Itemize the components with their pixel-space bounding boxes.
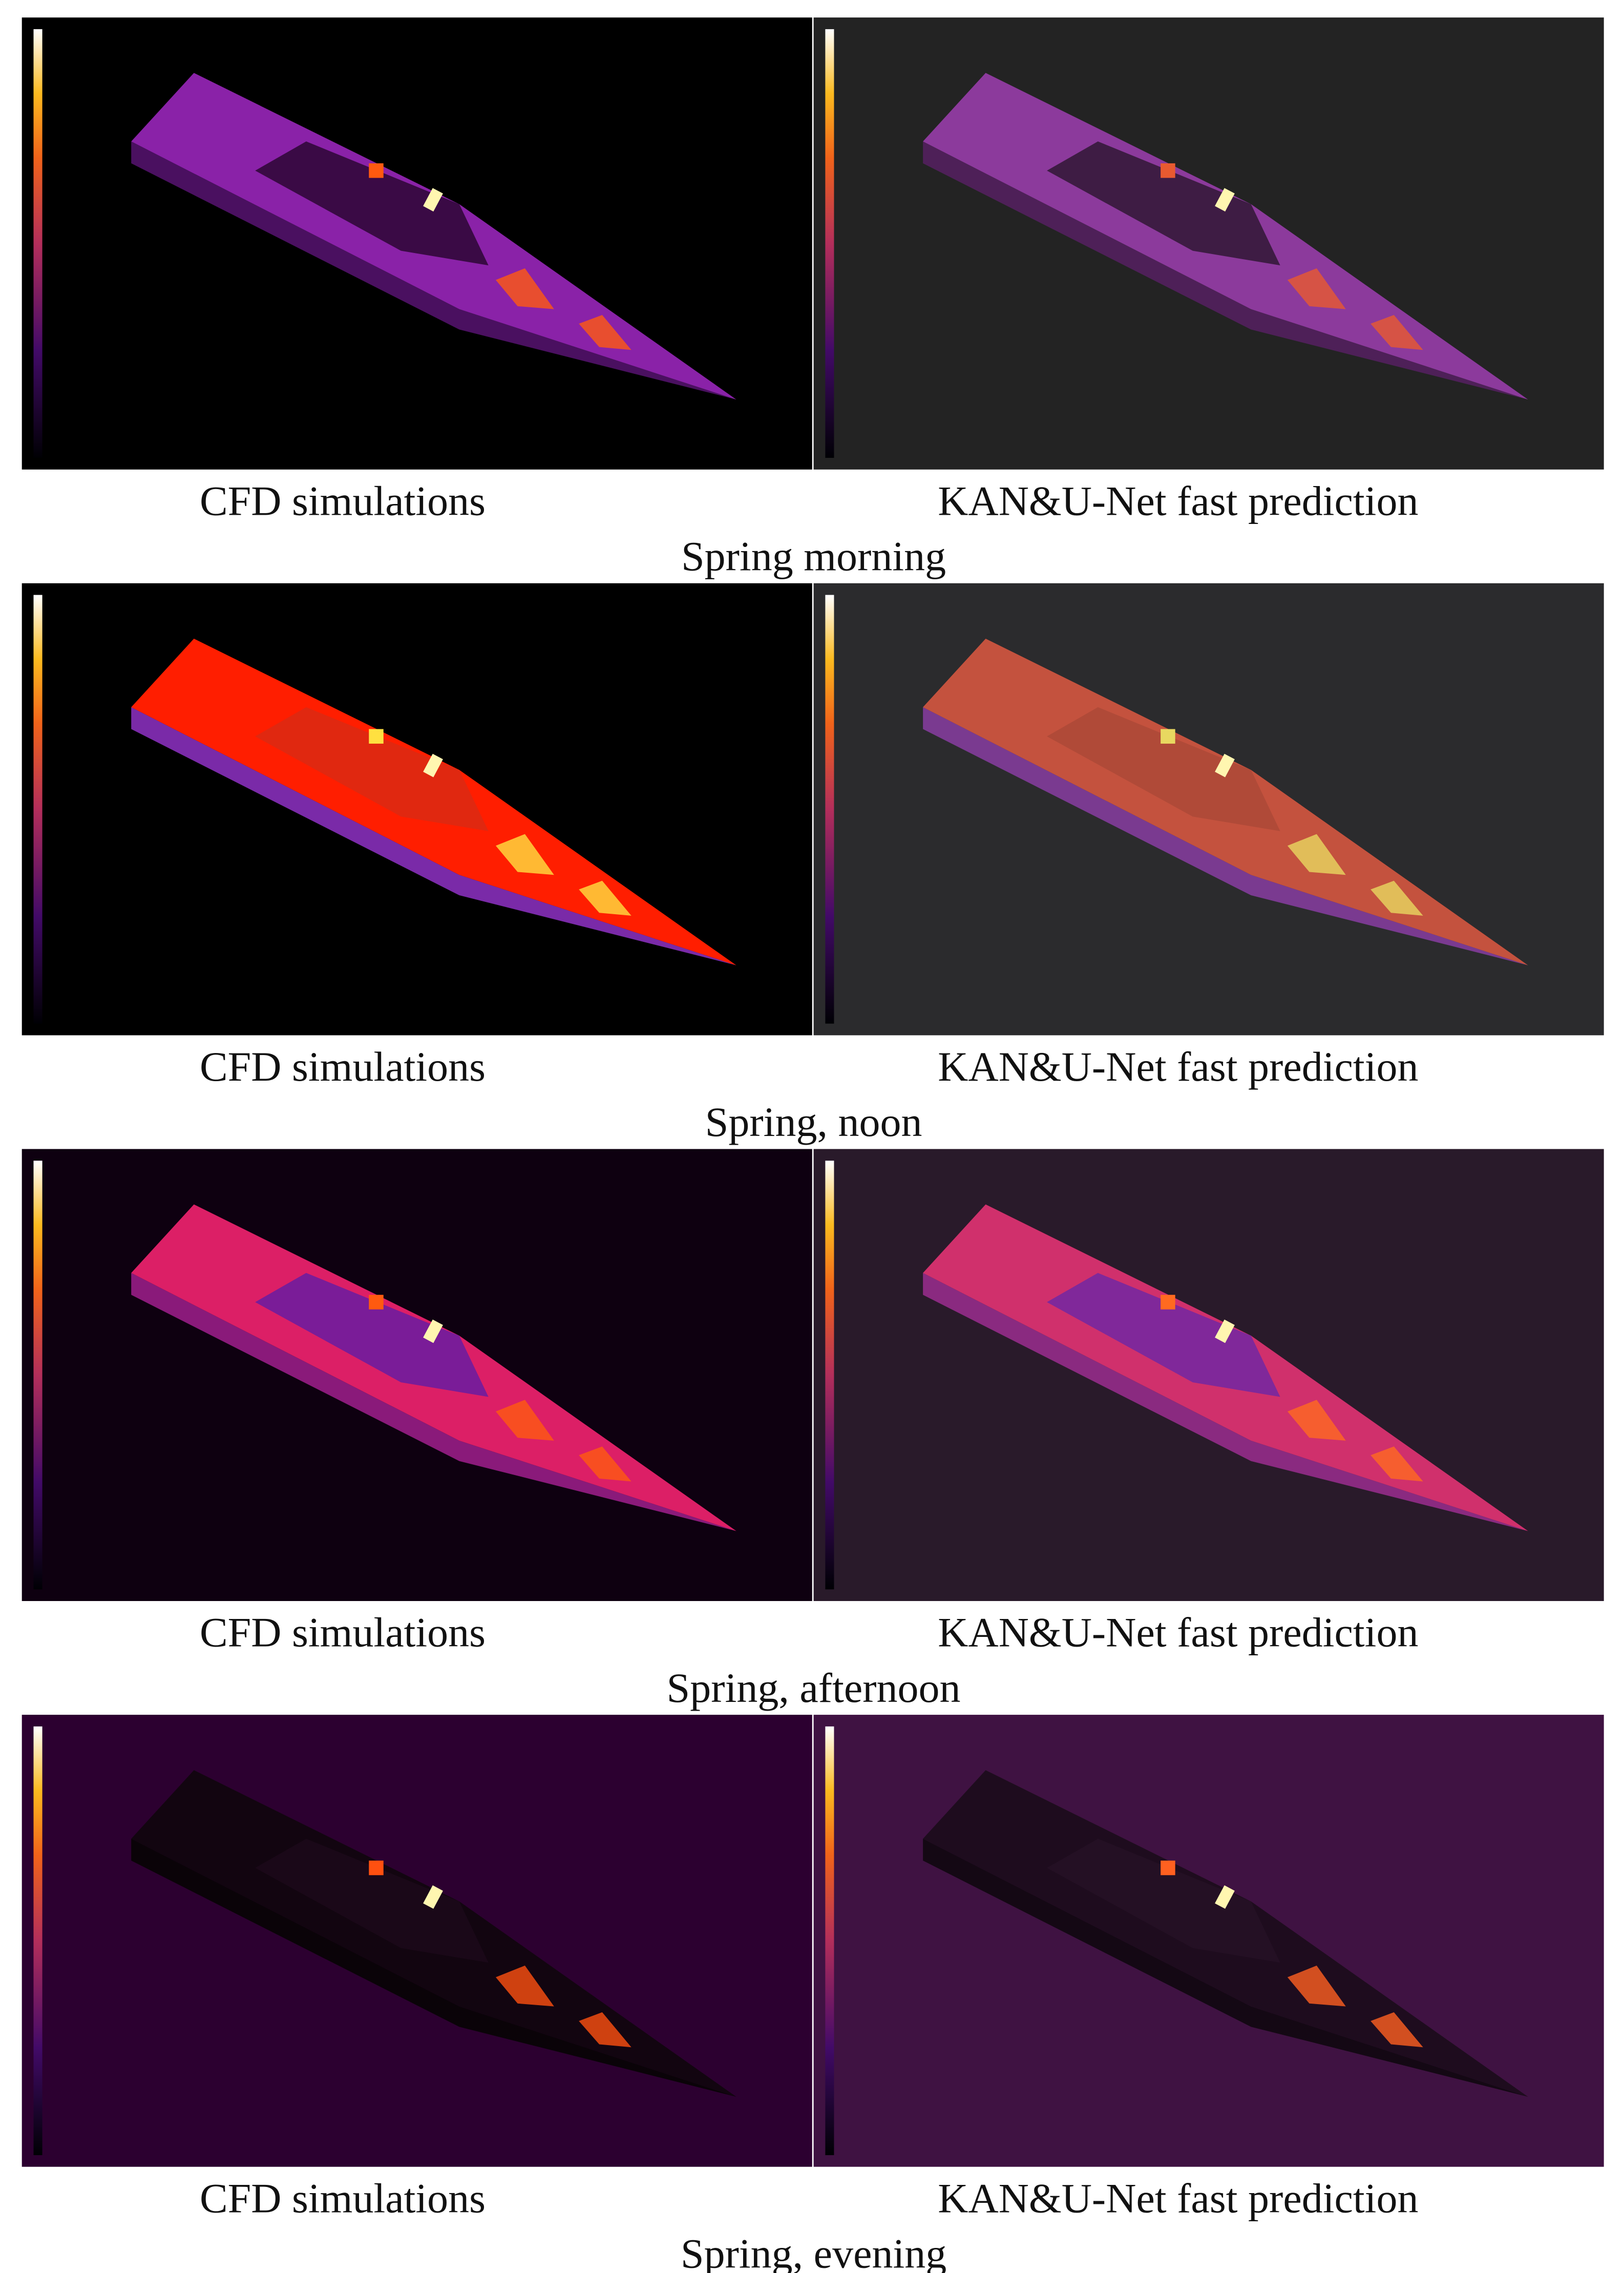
hot-spot (423, 188, 443, 212)
image-caption: CFD simulations (200, 477, 486, 524)
thermal-image (813, 1715, 1604, 2167)
deck-hatch (579, 880, 631, 916)
thermal-image (813, 583, 1604, 1036)
hot-spot (423, 753, 443, 777)
deck-hatch (1287, 1965, 1346, 2007)
superstructure (1047, 141, 1280, 266)
hot-spot (1215, 1319, 1235, 1343)
hot-spot (1161, 729, 1175, 744)
superstructure (1047, 707, 1280, 831)
thermal-image (22, 1715, 812, 2167)
deck-hatch (1370, 880, 1423, 916)
colorbar (825, 1161, 834, 1590)
deck-hatch (495, 268, 554, 309)
hot-spot (1215, 1885, 1235, 1909)
thermal-image (22, 1149, 812, 1602)
image-caption: KAN&U-Net fast prediction (938, 1043, 1418, 1090)
deck-hatch (1287, 1400, 1346, 1441)
image-caption: KAN&U-Net fast prediction (938, 1609, 1418, 1656)
thermal-image (22, 583, 812, 1036)
superstructure (1047, 1273, 1280, 1397)
deck-hatch (1287, 268, 1346, 309)
image-caption: KAN&U-Net fast prediction (938, 2175, 1418, 2221)
row-title: Spring, evening (681, 2230, 946, 2273)
hot-spot (1161, 163, 1175, 178)
thermal-image (813, 1149, 1604, 1602)
colorbar (33, 1161, 43, 1590)
hot-spot (369, 1295, 384, 1310)
hot-spot (423, 1885, 443, 1909)
colorbar (825, 29, 834, 458)
hot-spot (369, 163, 384, 178)
deck-hatch (495, 1965, 554, 2007)
superstructure (255, 707, 489, 831)
deck-hatch (495, 1400, 554, 1441)
deck-hatch (579, 2012, 631, 2048)
deck-hatch (495, 834, 554, 875)
row-title: Spring morning (681, 533, 946, 580)
colorbar (825, 595, 834, 1024)
image-caption: CFD simulations (200, 2175, 486, 2221)
hot-spot (1215, 188, 1235, 212)
thermal-image (813, 17, 1604, 470)
deck-hatch (1287, 834, 1346, 875)
image-caption: KAN&U-Net fast prediction (938, 477, 1418, 524)
hot-spot (369, 729, 384, 744)
thermal-image (22, 17, 812, 470)
deck-hatch (579, 1446, 631, 1482)
colorbar (825, 1726, 834, 2155)
colorbar (33, 1726, 43, 2155)
deck-hatch (1370, 314, 1423, 350)
colorbar (33, 29, 43, 458)
hot-spot (1215, 753, 1235, 777)
image-caption: CFD simulations (200, 1609, 486, 1656)
row-title: Spring, noon (705, 1099, 922, 1145)
deck-hatch (1370, 2012, 1423, 2048)
colorbar (33, 595, 43, 1024)
superstructure (255, 141, 489, 266)
row-title: Spring, afternoon (667, 1665, 961, 1711)
hot-spot (423, 1319, 443, 1343)
image-caption: CFD simulations (200, 1043, 486, 1090)
hot-spot (1161, 1860, 1175, 1876)
deck-hatch (1370, 1446, 1423, 1482)
superstructure (255, 1273, 489, 1397)
deck-hatch (579, 314, 631, 350)
superstructure (255, 1839, 489, 1963)
hot-spot (1161, 1295, 1175, 1310)
hot-spot (369, 1860, 384, 1876)
superstructure (1047, 1839, 1280, 1963)
